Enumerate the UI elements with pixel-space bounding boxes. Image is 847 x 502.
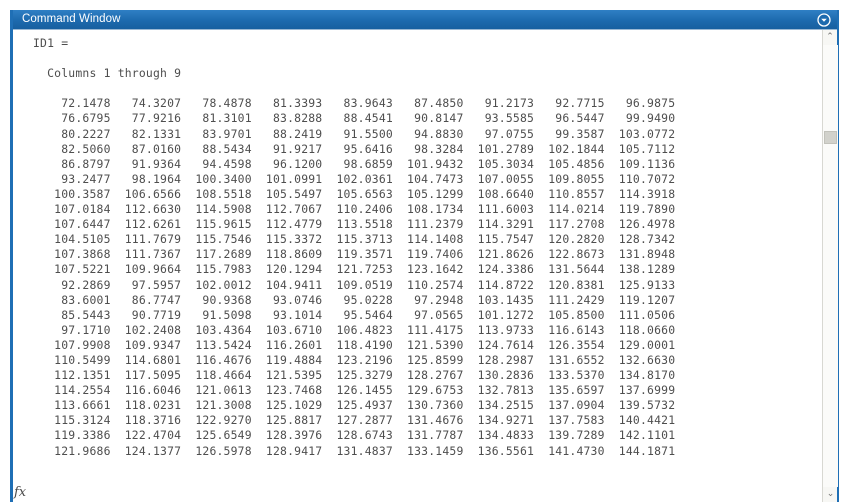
console-text: ID1 = Columns 1 through 9 72.1478 74.320… — [13, 30, 822, 459]
vertical-scrollbar[interactable]: ⌃ ⌄ — [822, 30, 838, 502]
panel-title: Command Window — [22, 13, 121, 25]
scrollbar-thumb[interactable] — [824, 131, 837, 144]
command-window-body: ID1 = Columns 1 through 9 72.1478 74.320… — [13, 29, 838, 502]
console-line: 104.5105 111.7679 115.7546 115.3372 115.… — [33, 232, 676, 247]
console-line — [33, 51, 822, 66]
prompt-row: fx — [0, 478, 847, 502]
console-line: 72.1478 74.3207 78.4878 81.3393 83.9643 … — [33, 96, 676, 111]
console-line: 119.3386 122.4704 125.6549 128.3976 128.… — [33, 428, 676, 443]
scroll-up-arrow-icon[interactable]: ⌃ — [826, 32, 834, 42]
titlebar-actions — [816, 12, 831, 27]
console-line: 112.1351 117.5095 118.4664 121.5395 125.… — [33, 368, 676, 383]
chevron-down-circle-icon[interactable] — [816, 12, 831, 27]
command-window-titlebar[interactable]: Command Window — [13, 10, 837, 29]
console-line: 107.0184 112.6630 114.5908 112.7067 110.… — [33, 202, 676, 217]
console-line: 93.2477 98.1964 100.3400 101.0991 102.03… — [33, 171, 676, 186]
console-line: 121.9686 124.1377 126.5978 128.9417 131.… — [33, 443, 676, 458]
console-line — [33, 81, 822, 96]
console-line: 97.1710 102.2408 103.4364 103.6710 106.4… — [33, 322, 676, 337]
console-output-area[interactable]: ID1 = Columns 1 through 9 72.1478 74.320… — [13, 30, 822, 502]
console-line: 115.3124 118.3716 122.9270 125.8817 127.… — [33, 413, 676, 428]
console-line: ID1 = — [33, 36, 69, 50]
console-line: 107.9908 109.9347 113.5424 116.2601 118.… — [33, 337, 676, 352]
console-line: 83.6001 86.7747 90.9368 93.0746 95.0228 … — [33, 292, 676, 307]
console-line: 107.3868 111.7367 117.2689 118.8609 119.… — [33, 247, 676, 262]
console-line: 107.5221 109.9664 115.7983 120.1294 121.… — [33, 262, 676, 277]
console-line: 85.5443 90.7719 91.5098 93.1014 95.5464 … — [33, 307, 676, 322]
console-line: 76.6795 77.9216 81.3101 83.8288 88.4541 … — [33, 111, 676, 126]
console-line: 82.5060 87.0160 88.5434 91.9217 95.6416 … — [33, 141, 676, 156]
console-line: 113.6661 118.0231 121.3008 125.1029 125.… — [33, 398, 676, 413]
console-line: 100.3587 106.6566 108.5518 105.5497 105.… — [33, 186, 676, 201]
command-window-panel: Command Window ID1 = Columns 1 through 9… — [10, 10, 839, 502]
scroll-down-arrow-icon[interactable]: ⌄ — [826, 489, 835, 499]
console-line: 80.2227 82.1331 83.9701 88.2419 91.5500 … — [33, 126, 676, 141]
console-line: 92.2869 97.5957 102.0012 104.9411 109.05… — [33, 277, 676, 292]
console-line: Columns 1 through 9 — [33, 66, 182, 81]
fx-prompt-icon[interactable]: fx — [14, 485, 27, 500]
console-line: 107.6447 112.6261 115.9615 112.4779 113.… — [33, 217, 676, 232]
scrollbar-track[interactable] — [823, 45, 838, 487]
console-line: 114.2554 116.6046 121.0613 123.7468 126.… — [33, 383, 676, 398]
console-line: 86.8797 91.9364 94.4598 96.1200 98.6859 … — [33, 156, 676, 171]
console-line: 110.5499 114.6801 116.4676 119.4884 123.… — [33, 352, 676, 367]
